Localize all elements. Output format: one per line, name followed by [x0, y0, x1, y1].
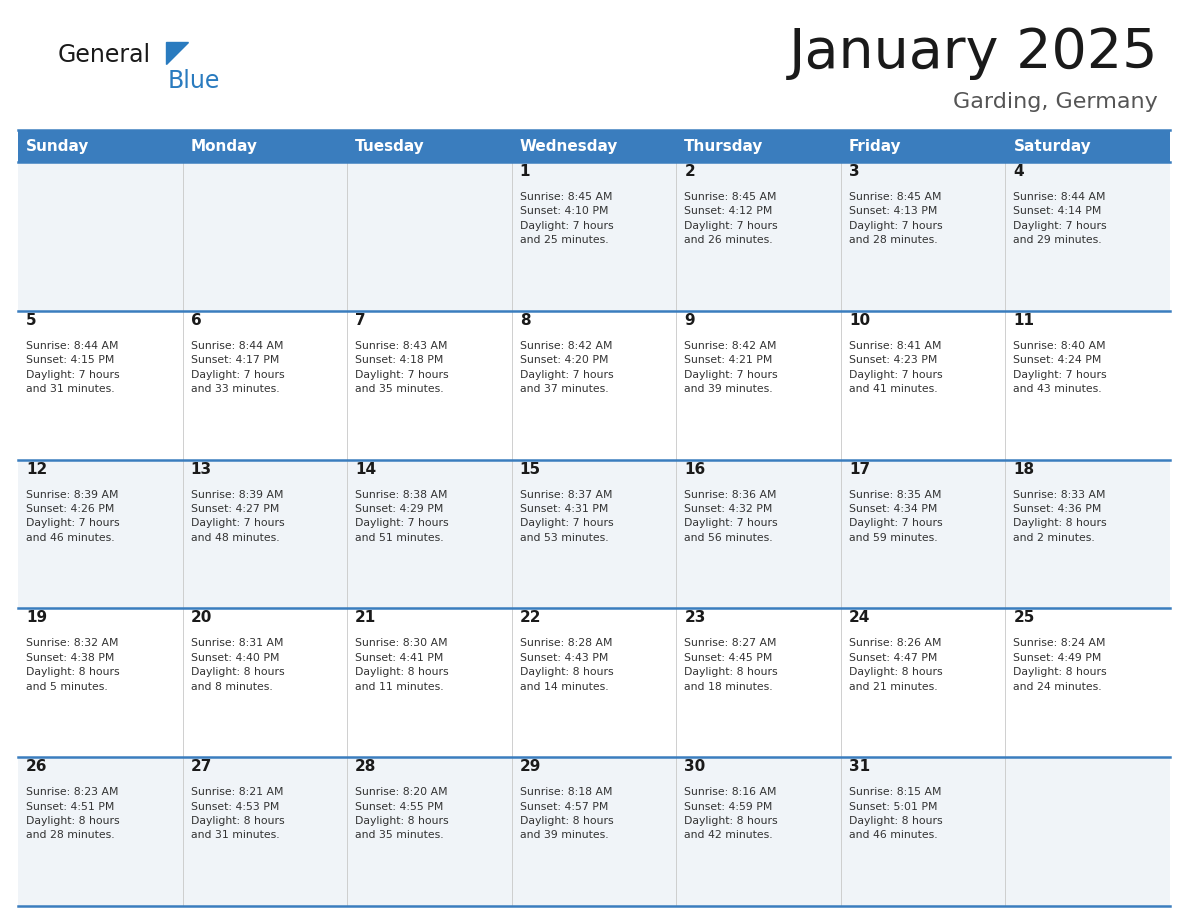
Text: 16: 16 — [684, 462, 706, 476]
Text: 26: 26 — [26, 759, 48, 774]
Text: 10: 10 — [849, 313, 870, 328]
Text: Sunrise: 8:44 AM
Sunset: 4:14 PM
Daylight: 7 hours
and 29 minutes.: Sunrise: 8:44 AM Sunset: 4:14 PM Dayligh… — [1013, 192, 1107, 245]
Bar — [18, 162, 1170, 311]
Text: 19: 19 — [26, 610, 48, 625]
Bar — [18, 757, 1170, 906]
Text: Sunrise: 8:31 AM
Sunset: 4:40 PM
Daylight: 8 hours
and 8 minutes.: Sunrise: 8:31 AM Sunset: 4:40 PM Dayligh… — [190, 638, 284, 691]
Text: Wednesday: Wednesday — [519, 139, 618, 153]
Text: 21: 21 — [355, 610, 377, 625]
Text: Sunrise: 8:45 AM
Sunset: 4:13 PM
Daylight: 7 hours
and 28 minutes.: Sunrise: 8:45 AM Sunset: 4:13 PM Dayligh… — [849, 192, 942, 245]
Text: Sunrise: 8:42 AM
Sunset: 4:20 PM
Daylight: 7 hours
and 37 minutes.: Sunrise: 8:42 AM Sunset: 4:20 PM Dayligh… — [519, 341, 613, 394]
Bar — [18, 609, 1170, 757]
Text: 9: 9 — [684, 313, 695, 328]
Text: 25: 25 — [1013, 610, 1035, 625]
Text: Tuesday: Tuesday — [355, 139, 425, 153]
Text: Sunrise: 8:30 AM
Sunset: 4:41 PM
Daylight: 8 hours
and 11 minutes.: Sunrise: 8:30 AM Sunset: 4:41 PM Dayligh… — [355, 638, 449, 691]
Text: 20: 20 — [190, 610, 211, 625]
Text: 2: 2 — [684, 164, 695, 179]
Text: 4: 4 — [1013, 164, 1024, 179]
Text: 3: 3 — [849, 164, 859, 179]
Text: 11: 11 — [1013, 313, 1035, 328]
Text: 8: 8 — [519, 313, 530, 328]
Text: 13: 13 — [190, 462, 211, 476]
Text: Sunrise: 8:41 AM
Sunset: 4:23 PM
Daylight: 7 hours
and 41 minutes.: Sunrise: 8:41 AM Sunset: 4:23 PM Dayligh… — [849, 341, 942, 394]
Text: Sunrise: 8:36 AM
Sunset: 4:32 PM
Daylight: 7 hours
and 56 minutes.: Sunrise: 8:36 AM Sunset: 4:32 PM Dayligh… — [684, 489, 778, 543]
Bar — [18, 311, 1170, 460]
Text: Sunrise: 8:37 AM
Sunset: 4:31 PM
Daylight: 7 hours
and 53 minutes.: Sunrise: 8:37 AM Sunset: 4:31 PM Dayligh… — [519, 489, 613, 543]
Text: 30: 30 — [684, 759, 706, 774]
Text: Sunrise: 8:28 AM
Sunset: 4:43 PM
Daylight: 8 hours
and 14 minutes.: Sunrise: 8:28 AM Sunset: 4:43 PM Dayligh… — [519, 638, 613, 691]
Text: 28: 28 — [355, 759, 377, 774]
Text: Sunrise: 8:32 AM
Sunset: 4:38 PM
Daylight: 8 hours
and 5 minutes.: Sunrise: 8:32 AM Sunset: 4:38 PM Dayligh… — [26, 638, 120, 691]
Text: 6: 6 — [190, 313, 201, 328]
Text: 24: 24 — [849, 610, 871, 625]
Text: Sunrise: 8:20 AM
Sunset: 4:55 PM
Daylight: 8 hours
and 35 minutes.: Sunrise: 8:20 AM Sunset: 4:55 PM Dayligh… — [355, 788, 449, 840]
Text: Sunrise: 8:39 AM
Sunset: 4:26 PM
Daylight: 7 hours
and 46 minutes.: Sunrise: 8:39 AM Sunset: 4:26 PM Dayligh… — [26, 489, 120, 543]
Text: Sunrise: 8:27 AM
Sunset: 4:45 PM
Daylight: 8 hours
and 18 minutes.: Sunrise: 8:27 AM Sunset: 4:45 PM Dayligh… — [684, 638, 778, 691]
Text: Monday: Monday — [190, 139, 258, 153]
Text: Sunrise: 8:24 AM
Sunset: 4:49 PM
Daylight: 8 hours
and 24 minutes.: Sunrise: 8:24 AM Sunset: 4:49 PM Dayligh… — [1013, 638, 1107, 691]
Text: Saturday: Saturday — [1013, 139, 1092, 153]
Text: Friday: Friday — [849, 139, 902, 153]
Text: 17: 17 — [849, 462, 870, 476]
Text: Blue: Blue — [168, 69, 221, 93]
Text: Sunrise: 8:42 AM
Sunset: 4:21 PM
Daylight: 7 hours
and 39 minutes.: Sunrise: 8:42 AM Sunset: 4:21 PM Dayligh… — [684, 341, 778, 394]
Text: 14: 14 — [355, 462, 377, 476]
Text: Sunrise: 8:23 AM
Sunset: 4:51 PM
Daylight: 8 hours
and 28 minutes.: Sunrise: 8:23 AM Sunset: 4:51 PM Dayligh… — [26, 788, 120, 840]
Text: Sunrise: 8:35 AM
Sunset: 4:34 PM
Daylight: 7 hours
and 59 minutes.: Sunrise: 8:35 AM Sunset: 4:34 PM Dayligh… — [849, 489, 942, 543]
Text: Sunrise: 8:45 AM
Sunset: 4:10 PM
Daylight: 7 hours
and 25 minutes.: Sunrise: 8:45 AM Sunset: 4:10 PM Dayligh… — [519, 192, 613, 245]
Polygon shape — [166, 42, 188, 64]
Text: 27: 27 — [190, 759, 211, 774]
Text: Sunrise: 8:40 AM
Sunset: 4:24 PM
Daylight: 7 hours
and 43 minutes.: Sunrise: 8:40 AM Sunset: 4:24 PM Dayligh… — [1013, 341, 1107, 394]
Text: 7: 7 — [355, 313, 366, 328]
Text: Sunrise: 8:21 AM
Sunset: 4:53 PM
Daylight: 8 hours
and 31 minutes.: Sunrise: 8:21 AM Sunset: 4:53 PM Dayligh… — [190, 788, 284, 840]
Text: 29: 29 — [519, 759, 541, 774]
Text: 12: 12 — [26, 462, 48, 476]
Text: Sunrise: 8:26 AM
Sunset: 4:47 PM
Daylight: 8 hours
and 21 minutes.: Sunrise: 8:26 AM Sunset: 4:47 PM Dayligh… — [849, 638, 942, 691]
Text: Sunrise: 8:39 AM
Sunset: 4:27 PM
Daylight: 7 hours
and 48 minutes.: Sunrise: 8:39 AM Sunset: 4:27 PM Dayligh… — [190, 489, 284, 543]
Text: 18: 18 — [1013, 462, 1035, 476]
Text: 22: 22 — [519, 610, 542, 625]
Text: General: General — [58, 43, 151, 67]
Text: Sunrise: 8:43 AM
Sunset: 4:18 PM
Daylight: 7 hours
and 35 minutes.: Sunrise: 8:43 AM Sunset: 4:18 PM Dayligh… — [355, 341, 449, 394]
Text: 31: 31 — [849, 759, 870, 774]
Text: Sunrise: 8:44 AM
Sunset: 4:17 PM
Daylight: 7 hours
and 33 minutes.: Sunrise: 8:44 AM Sunset: 4:17 PM Dayligh… — [190, 341, 284, 394]
Bar — [18, 130, 1170, 162]
Text: Sunrise: 8:38 AM
Sunset: 4:29 PM
Daylight: 7 hours
and 51 minutes.: Sunrise: 8:38 AM Sunset: 4:29 PM Dayligh… — [355, 489, 449, 543]
Text: January 2025: January 2025 — [789, 26, 1158, 80]
Text: Sunrise: 8:45 AM
Sunset: 4:12 PM
Daylight: 7 hours
and 26 minutes.: Sunrise: 8:45 AM Sunset: 4:12 PM Dayligh… — [684, 192, 778, 245]
Text: Sunrise: 8:16 AM
Sunset: 4:59 PM
Daylight: 8 hours
and 42 minutes.: Sunrise: 8:16 AM Sunset: 4:59 PM Dayligh… — [684, 788, 778, 840]
Bar — [18, 460, 1170, 609]
Text: 15: 15 — [519, 462, 541, 476]
Text: Thursday: Thursday — [684, 139, 764, 153]
Text: 23: 23 — [684, 610, 706, 625]
Text: Sunrise: 8:44 AM
Sunset: 4:15 PM
Daylight: 7 hours
and 31 minutes.: Sunrise: 8:44 AM Sunset: 4:15 PM Dayligh… — [26, 341, 120, 394]
Text: Garding, Germany: Garding, Germany — [953, 92, 1158, 112]
Text: Sunday: Sunday — [26, 139, 89, 153]
Text: 1: 1 — [519, 164, 530, 179]
Text: Sunrise: 8:18 AM
Sunset: 4:57 PM
Daylight: 8 hours
and 39 minutes.: Sunrise: 8:18 AM Sunset: 4:57 PM Dayligh… — [519, 788, 613, 840]
Text: 5: 5 — [26, 313, 37, 328]
Text: Sunrise: 8:15 AM
Sunset: 5:01 PM
Daylight: 8 hours
and 46 minutes.: Sunrise: 8:15 AM Sunset: 5:01 PM Dayligh… — [849, 788, 942, 840]
Text: Sunrise: 8:33 AM
Sunset: 4:36 PM
Daylight: 8 hours
and 2 minutes.: Sunrise: 8:33 AM Sunset: 4:36 PM Dayligh… — [1013, 489, 1107, 543]
